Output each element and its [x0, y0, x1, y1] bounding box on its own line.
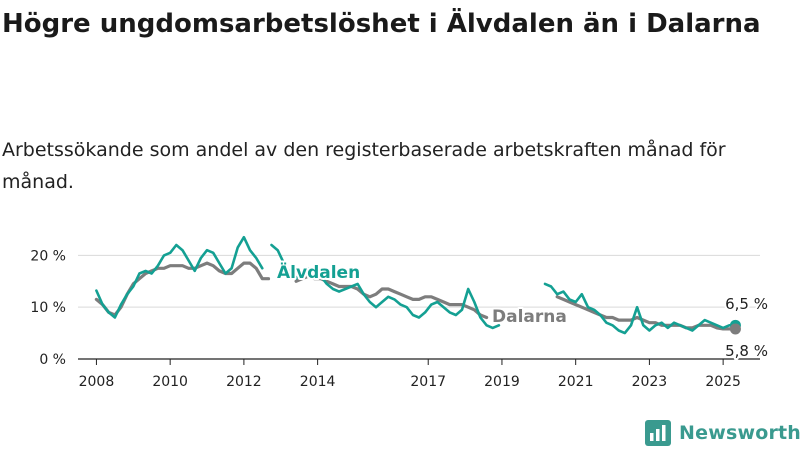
series-label-dalarna: Dalarna	[492, 307, 567, 327]
end-value-label-alvdalen-halo: 6,5 %	[725, 295, 768, 313]
x-tick-label: 2014	[300, 374, 336, 390]
end-value-label-dalarna-halo: 5,8 %	[725, 342, 768, 360]
end-value-label-dalarna-group: 5,8 %5,8 %	[723, 340, 770, 362]
x-tick-label: 2023	[632, 374, 668, 390]
y-axis-ticks: 0 % 10 % 20 %	[30, 248, 66, 368]
series-label-dalarna-halo: Dalarna	[492, 307, 567, 327]
newsworthy-logo: Newsworthy	[645, 418, 800, 448]
end-value-label-alvdalen-group: 6,5 %6,5 %	[723, 293, 770, 315]
chart-title: Högre ungdomsarbetslöshet i Älvdalen än …	[2, 9, 761, 39]
dalarna-line	[555, 295, 738, 331]
x-tick-label: 2012	[226, 374, 262, 390]
alvdalen-line	[95, 235, 264, 319]
x-axis-ticks: 2008 2010 2012 2014 2017 2019 2021 2023 2025	[79, 359, 741, 390]
series-label-alvdalen: Älvdalen	[277, 261, 360, 283]
y-tick-label: 20 %	[30, 248, 66, 264]
alvdalen-line	[270, 243, 501, 330]
x-tick-label: 2017	[410, 374, 446, 390]
series-lines	[94, 235, 741, 335]
y-tick-label: 0 %	[39, 352, 66, 368]
y-tick-label: 10 %	[30, 300, 66, 316]
alvdalen-line	[543, 282, 737, 335]
gridlines	[78, 254, 760, 360]
end-value-label-alvdalen: 6,5 %	[725, 295, 768, 313]
dalarna-line	[294, 274, 489, 320]
x-tick-label: 2019	[484, 374, 520, 390]
chart-subtitle: Arbetssökande som andel av den registerb…	[2, 139, 726, 193]
end-value-label-dalarna: 5,8 %	[725, 342, 768, 360]
dalarna-end-point	[729, 323, 741, 335]
x-tick-label: 2025	[705, 374, 741, 390]
x-tick-label: 2021	[558, 374, 594, 390]
x-tick-label: 2008	[79, 374, 115, 390]
x-tick-label: 2010	[152, 374, 188, 390]
series-label-alvdalen-halo: Älvdalen	[277, 261, 360, 283]
bar-chart-logo-icon	[645, 420, 671, 446]
brand-name: Newsworthy	[679, 422, 800, 444]
